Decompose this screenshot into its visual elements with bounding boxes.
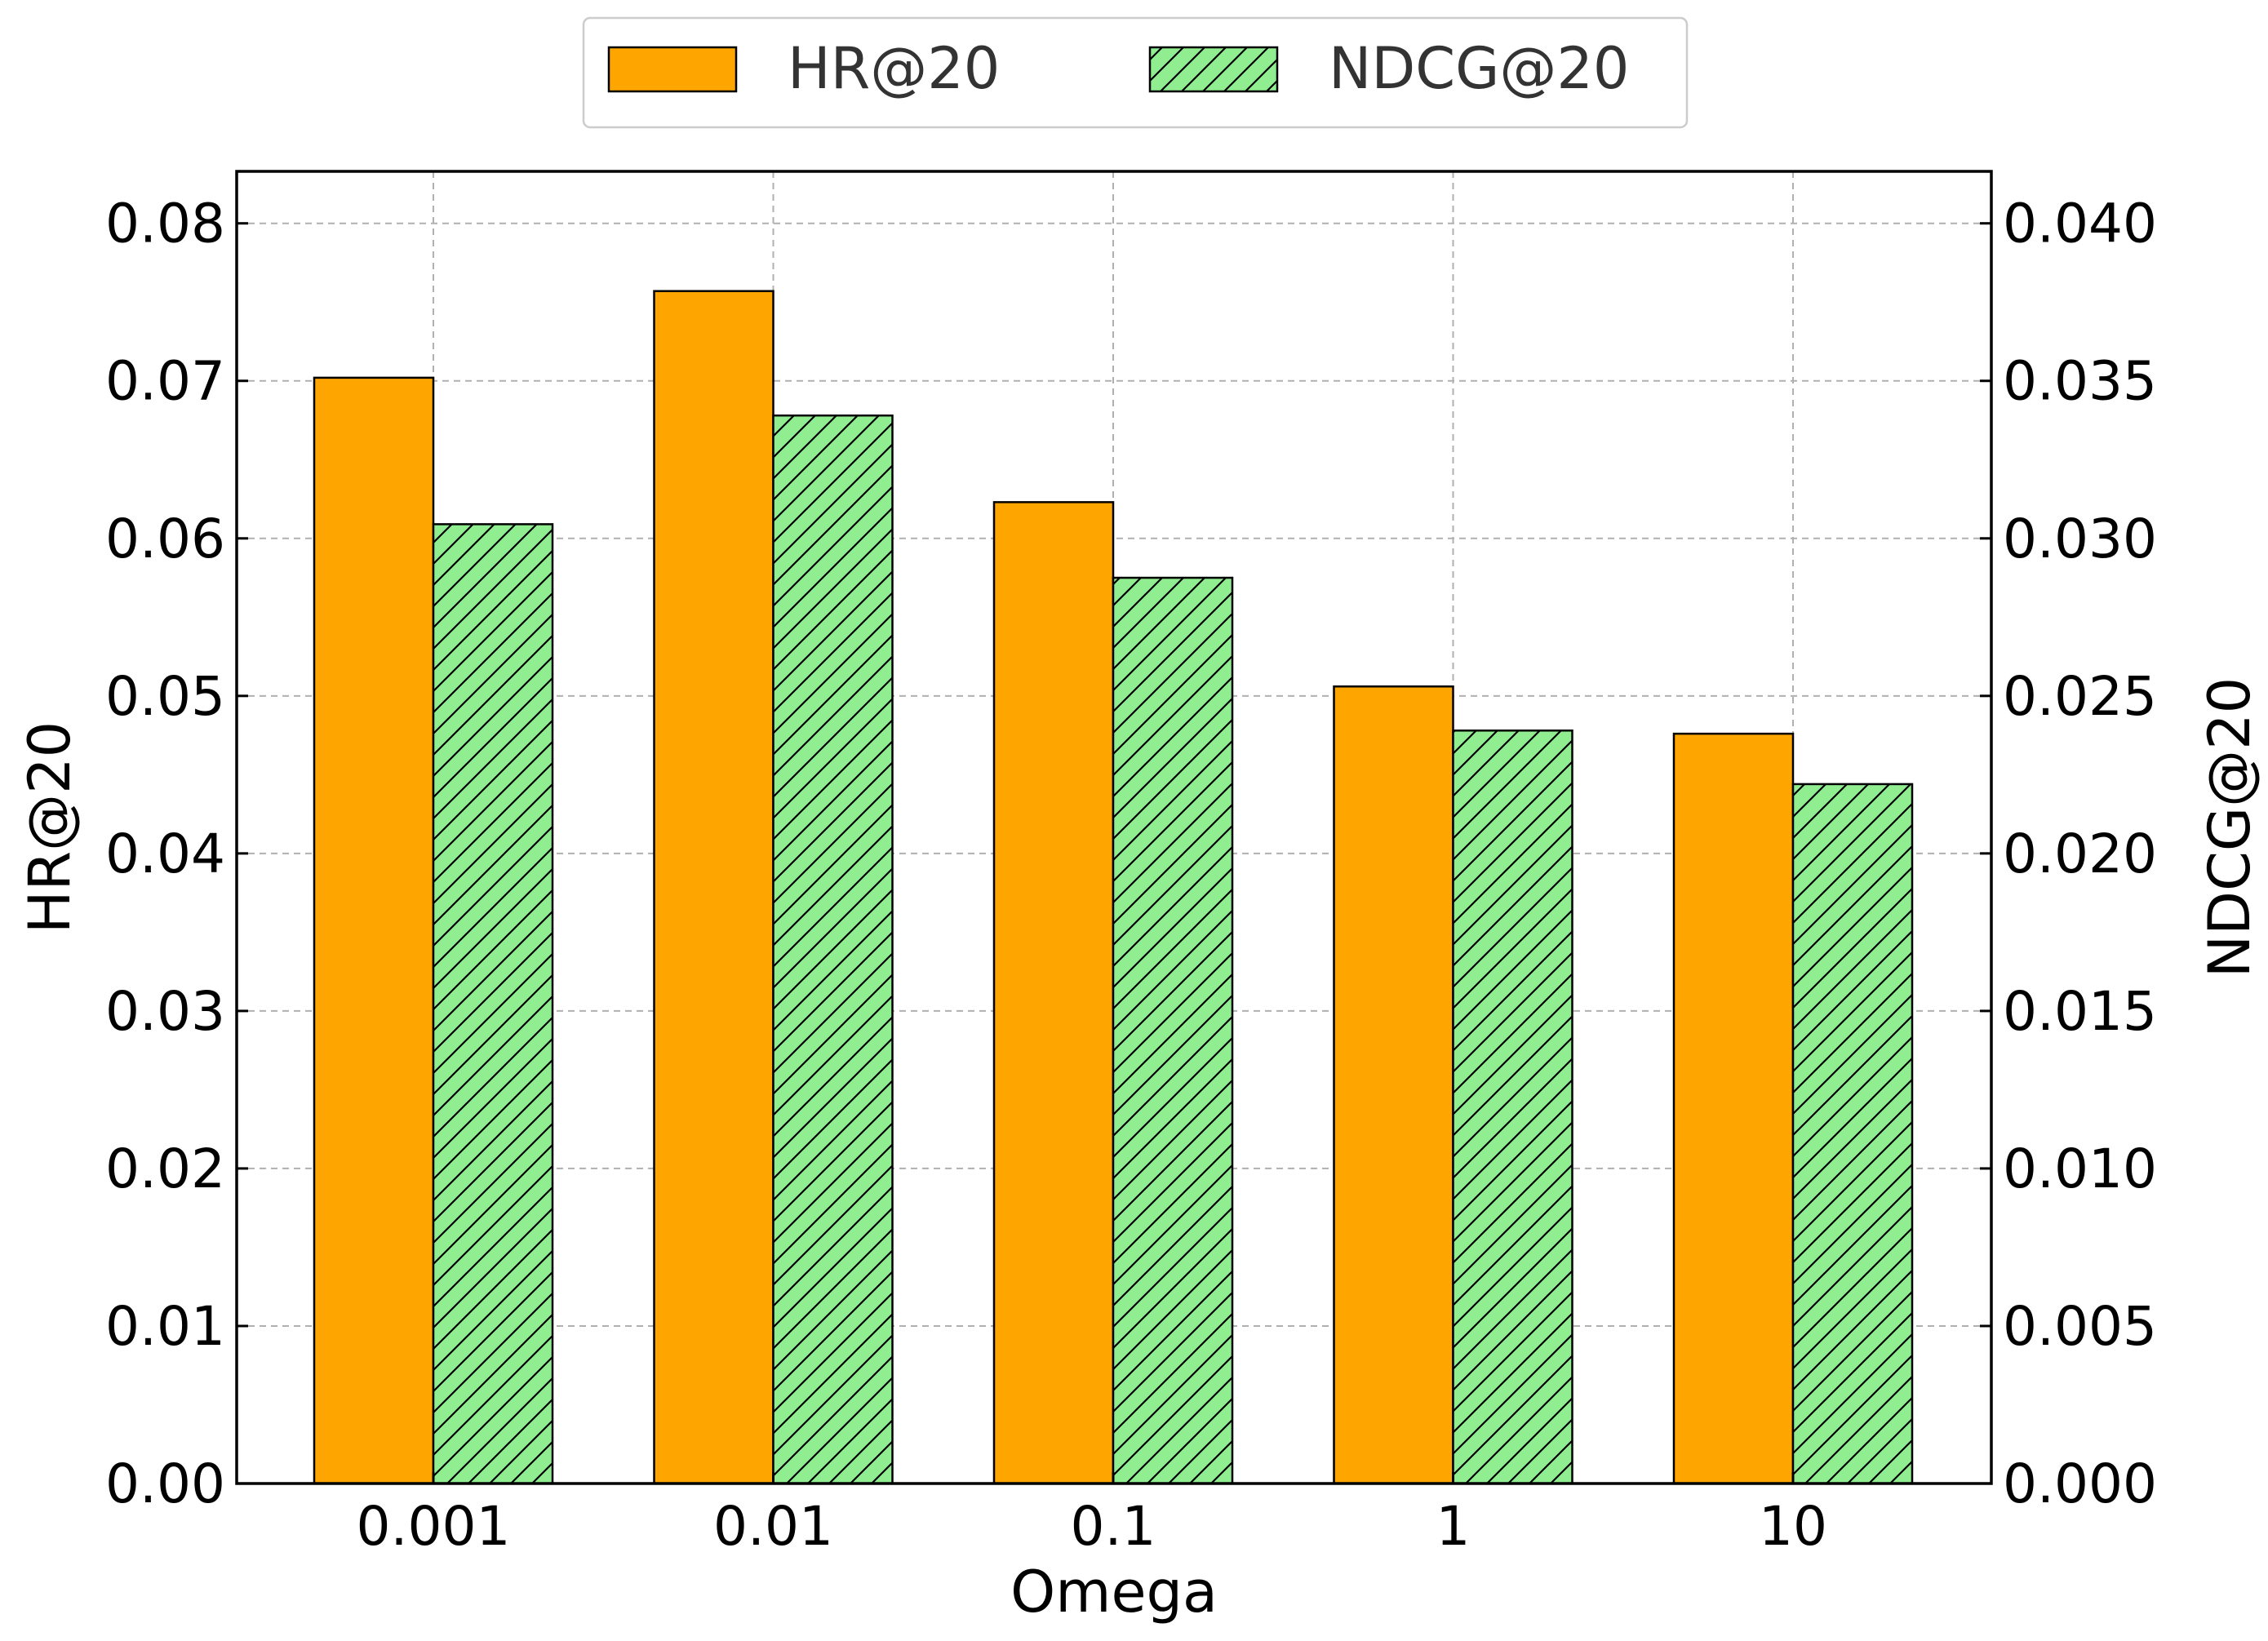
y-tick-label-left: 0.04 [105, 823, 225, 885]
bar-ndcg20-0.001 [432, 523, 554, 1485]
bar-hr20-0.001 [313, 376, 435, 1485]
bar-ndcg20-0.01 [772, 414, 894, 1485]
y-tick-label-left: 0.01 [105, 1295, 225, 1358]
y-tick-label-right: 0.005 [2003, 1295, 2157, 1358]
y-tick-label-right: 0.035 [2003, 350, 2157, 413]
y-tick-label-right: 0.010 [2003, 1138, 2157, 1200]
x-tick-label: 1 [1436, 1495, 1471, 1558]
y-tick-label-right: 0.015 [2003, 980, 2157, 1043]
y-tick-label-left: 0.03 [105, 980, 225, 1043]
y-tick-label-left: 0.00 [105, 1453, 225, 1515]
bar-ndcg20-0.1 [1112, 576, 1234, 1485]
legend-frame [582, 16, 1689, 129]
bar-hr20-10 [1672, 732, 1795, 1485]
y-tick-label-right: 0.040 [2003, 193, 2157, 255]
y-axis-label-left: HR@20 [16, 721, 83, 934]
bars [313, 290, 1914, 1485]
legend-swatch-ndcg20 [1148, 46, 1279, 93]
x-tick-label: 0.001 [357, 1495, 511, 1558]
bar-hr20-0.01 [653, 290, 774, 1485]
y-tick-label-left: 0.02 [105, 1138, 225, 1200]
y-tick-label-left: 0.08 [105, 193, 225, 255]
legend-label-hr20: HR@20 [788, 35, 1000, 102]
y-tick-label-right: 0.030 [2003, 508, 2157, 570]
bar-hr20-0.1 [992, 501, 1115, 1485]
y-axis-label-right: NDCG@20 [2196, 677, 2263, 978]
x-tick-label: 10 [1759, 1495, 1827, 1558]
y-tick-label-right: 0.020 [2003, 823, 2157, 885]
ticks: 0.00 0.01 0.02 0.03 0.04 0.05 0.06 0.07 0.08 0.00… [105, 193, 2157, 1558]
x-tick-label: 0.1 [1071, 1495, 1156, 1558]
x-tick-label: 0.01 [713, 1495, 833, 1558]
y-tick-label-left: 0.06 [105, 508, 225, 570]
legend-label-ndcg20: NDCG@20 [1329, 35, 1629, 102]
y-tick-label-left: 0.05 [105, 665, 225, 728]
y-tick-label-right: 0.000 [2003, 1453, 2157, 1515]
y-tick-label-right: 0.025 [2003, 665, 2157, 728]
legend: HR@20 NDCG@20 [582, 16, 1689, 129]
legend-swatch-hr20 [607, 46, 738, 93]
bar-ndcg20-10 [1791, 783, 1914, 1485]
x-axis-label: Omega [1010, 1559, 1218, 1625]
bar-hr20-1 [1333, 685, 1454, 1485]
bar-ndcg20-1 [1452, 730, 1573, 1485]
y-tick-label-left: 0.07 [105, 350, 225, 413]
